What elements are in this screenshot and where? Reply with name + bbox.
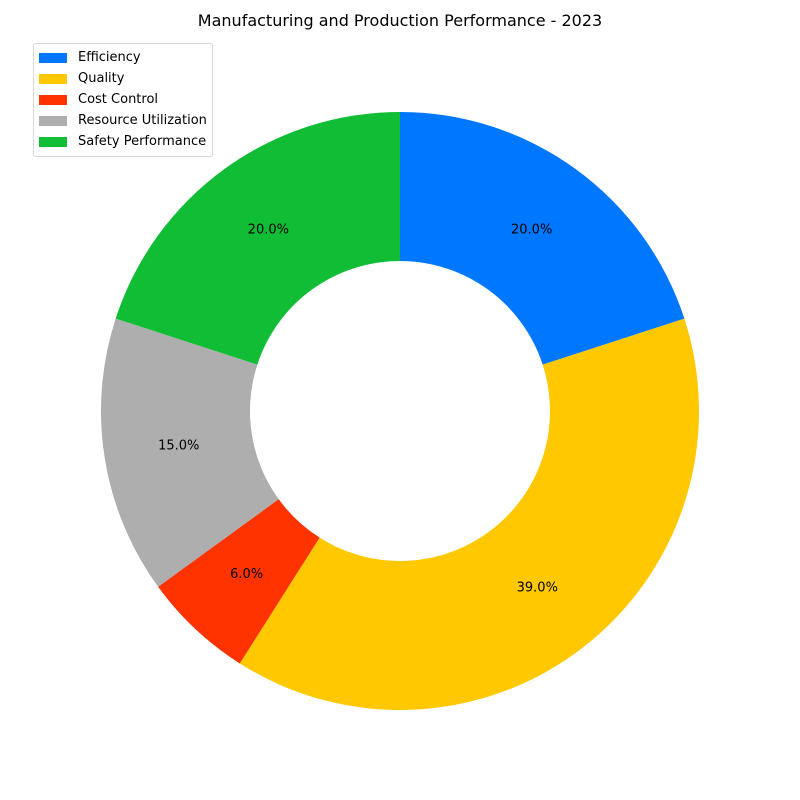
legend-label: Quality	[78, 71, 125, 86]
legend-item-resource-utilization: Resource Utilization	[39, 110, 207, 131]
legend-swatch	[39, 73, 67, 84]
legend-label: Safety Performance	[78, 134, 207, 149]
slice-safety-performance	[115, 112, 401, 365]
legend-item-cost-control: Cost Control	[39, 89, 207, 110]
legend-swatch	[39, 94, 67, 105]
legend-label: Cost Control	[78, 92, 159, 107]
slice-label-efficiency: 20.0%	[511, 222, 552, 237]
legend-label: Efficiency	[78, 50, 141, 65]
legend-item-quality: Quality	[39, 68, 207, 89]
legend-item-safety-performance: Safety Performance	[39, 131, 207, 152]
slice-label-cost-control: 6.0%	[230, 567, 263, 582]
slice-resource-utilization	[101, 318, 279, 587]
legend-swatch	[39, 136, 67, 147]
slice-cost-control	[158, 499, 320, 664]
legend-swatch	[39, 52, 67, 63]
legend-swatch	[39, 115, 67, 126]
slice-label-resource-utilization: 15.0%	[158, 439, 199, 454]
chart-legend: Efficiency Quality Cost Control Resource Ut…	[33, 43, 213, 157]
chart-title: Manufacturing and Production Performance…	[197, 11, 603, 30]
legend-label: Resource Utilization	[78, 113, 207, 128]
slice-efficiency	[400, 112, 685, 365]
slice-label-safety-performance: 20.0%	[248, 222, 289, 237]
legend-item-efficiency: Efficiency	[39, 47, 207, 68]
slice-quality	[239, 318, 699, 710]
slice-label-quality: 39.0%	[517, 580, 558, 595]
